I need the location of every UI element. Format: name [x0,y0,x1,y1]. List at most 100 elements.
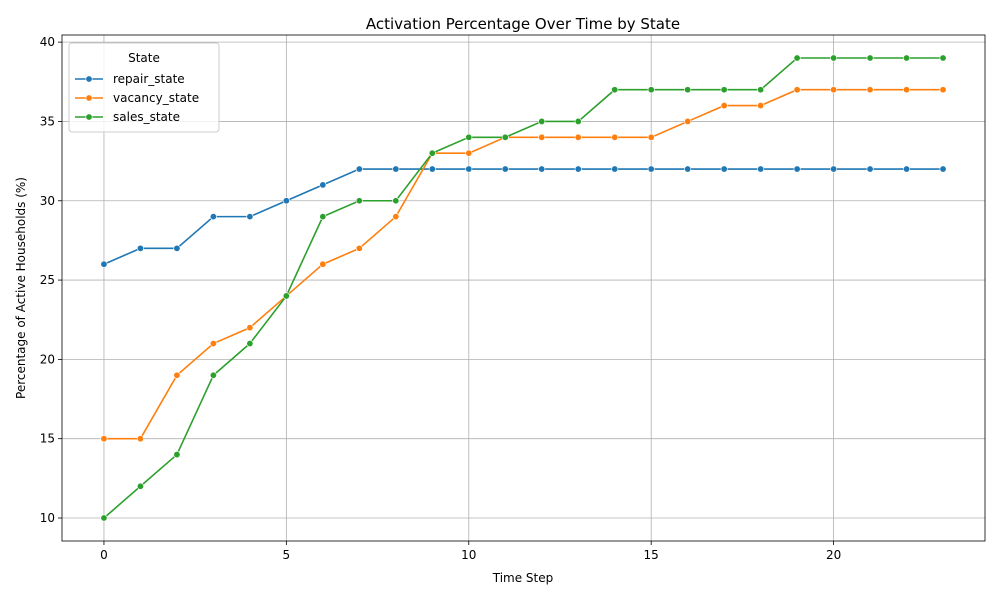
data-point [939,86,947,94]
x-axis-label: Time Step [492,571,554,585]
data-point [209,213,217,221]
data-point [319,213,327,221]
data-point [647,165,655,173]
data-point [465,165,473,173]
y-tick-label: 25 [40,273,55,287]
data-point [209,340,217,348]
data-point [939,54,947,62]
data-point [720,102,728,110]
data-point [903,86,911,94]
legend-label: sales_state [113,110,180,124]
data-point [209,371,217,379]
data-point [684,117,692,125]
data-point [428,165,436,173]
data-point [647,86,655,94]
legend-box [68,42,220,133]
y-tick-label: 10 [40,511,55,525]
legend: State repair_state vacancy_state sales_sta… [68,42,220,133]
legend-label: repair_state [113,72,185,86]
data-point [793,86,801,94]
x-tick-label: 5 [283,548,291,562]
data-point [793,165,801,173]
y-tick-label: 35 [40,114,55,128]
data-point [319,181,327,189]
data-point [355,244,363,252]
data-point [757,165,765,173]
series-repair_state [100,165,947,268]
y-tick-label: 40 [40,35,55,49]
data-point [428,149,436,157]
data-point [903,165,911,173]
y-tick-label: 20 [40,352,55,366]
data-point [173,371,181,379]
y-tick-label: 15 [40,432,55,446]
data-point [136,482,144,490]
data-point [866,54,874,62]
data-point [720,86,728,94]
data-point [136,244,144,252]
data-point [574,117,582,125]
data-point [538,165,546,173]
data-point [355,165,363,173]
data-point [574,165,582,173]
series-line [103,57,944,519]
x-axis: 0 5 10 15 20 [100,541,841,562]
data-point [173,244,181,252]
data-point [100,514,108,522]
data-point [866,86,874,94]
data-point [282,197,290,205]
data-point [246,340,254,348]
x-tick-label: 15 [644,548,659,562]
series-vacancy_state [100,86,947,443]
data-point [903,54,911,62]
data-point [319,260,327,268]
data-point [684,86,692,94]
data-point [100,435,108,443]
legend-marker [85,113,93,121]
series-sales_state [100,54,947,522]
x-tick-label: 10 [461,548,476,562]
data-point [611,86,619,94]
data-point [830,86,838,94]
legend-marker [85,75,93,83]
x-tick-label: 20 [826,548,841,562]
data-point [501,165,509,173]
chart-title: Activation Percentage Over Time by State [366,15,680,33]
data-point [830,165,838,173]
series-line [103,88,944,440]
series-group [100,54,947,522]
data-point [501,133,509,141]
data-point [465,133,473,141]
y-tick-label: 30 [40,194,55,208]
series-line [103,168,944,265]
data-point [684,165,692,173]
data-point [538,117,546,125]
data-point [282,292,290,300]
legend-title: State [128,51,160,65]
data-point [939,165,947,173]
plot-frame [61,34,986,542]
y-axis-label: Percentage of Active Households (%) [14,177,28,399]
data-point [538,133,546,141]
data-point [173,451,181,459]
legend-marker [85,94,93,102]
data-point [392,213,400,221]
legend-label: vacancy_state [113,91,199,105]
data-point [611,133,619,141]
data-point [793,54,801,62]
data-point [720,165,728,173]
data-point [392,197,400,205]
data-point [611,165,619,173]
data-point [136,435,144,443]
data-point [355,197,363,205]
data-point [866,165,874,173]
x-tick-label: 0 [100,548,108,562]
data-point [647,133,655,141]
data-point [246,324,254,332]
data-point [574,133,582,141]
data-point [465,149,473,157]
data-point [830,54,838,62]
data-point [246,213,254,221]
data-point [392,165,400,173]
y-axis: 10 15 20 25 30 35 40 [40,35,62,525]
